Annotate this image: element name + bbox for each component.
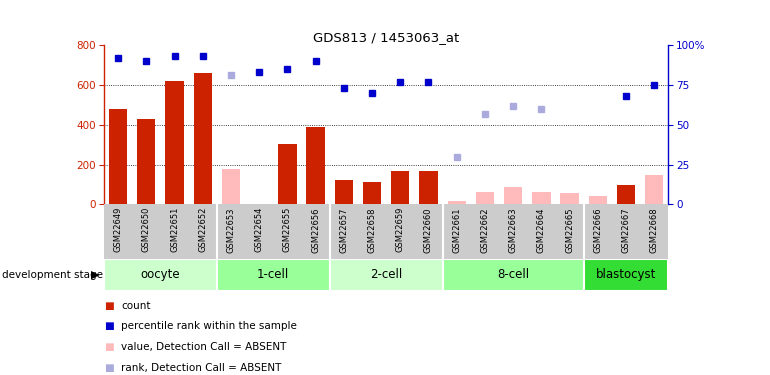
- Bar: [109, 109, 127, 204]
- Text: GSM22667: GSM22667: [621, 207, 631, 253]
- Bar: [193, 73, 212, 204]
- Bar: [532, 192, 551, 204]
- Text: oocyte: oocyte: [141, 268, 180, 281]
- Bar: [137, 119, 156, 204]
- Bar: [645, 176, 664, 204]
- Bar: [504, 188, 522, 204]
- Bar: [561, 194, 579, 204]
- Bar: [447, 201, 466, 204]
- Text: GSM22659: GSM22659: [396, 207, 405, 252]
- Text: count: count: [121, 301, 150, 310]
- Text: 1-cell: 1-cell: [257, 268, 290, 281]
- Text: GSM22649: GSM22649: [113, 207, 122, 252]
- Text: GSM22663: GSM22663: [509, 207, 517, 253]
- Text: value, Detection Call = ABSENT: value, Detection Call = ABSENT: [121, 342, 286, 352]
- Text: percentile rank within the sample: percentile rank within the sample: [121, 321, 296, 331]
- Bar: [584, 259, 668, 291]
- Text: ■: ■: [104, 301, 114, 310]
- Text: GSM22665: GSM22665: [565, 207, 574, 253]
- Text: 2-cell: 2-cell: [370, 268, 402, 281]
- Bar: [278, 144, 296, 204]
- Text: GSM22654: GSM22654: [255, 207, 263, 252]
- Text: GSM22657: GSM22657: [340, 207, 348, 253]
- Bar: [306, 127, 325, 204]
- Text: GSM22668: GSM22668: [650, 207, 659, 253]
- Bar: [330, 259, 443, 291]
- Text: ▶: ▶: [91, 270, 99, 280]
- Text: GSM22650: GSM22650: [142, 207, 151, 252]
- Text: GSM22664: GSM22664: [537, 207, 546, 253]
- Text: ■: ■: [104, 342, 114, 352]
- Bar: [166, 81, 184, 204]
- Bar: [391, 171, 410, 204]
- Text: 8-cell: 8-cell: [497, 268, 529, 281]
- Text: GSM22655: GSM22655: [283, 207, 292, 252]
- Text: GSM22666: GSM22666: [594, 207, 602, 253]
- Text: development stage: development stage: [2, 270, 102, 280]
- Text: GSM22651: GSM22651: [170, 207, 179, 252]
- Text: GSM22660: GSM22660: [424, 207, 433, 253]
- Bar: [335, 180, 353, 204]
- Bar: [617, 186, 635, 204]
- Bar: [104, 259, 217, 291]
- Text: ■: ■: [104, 363, 114, 372]
- Bar: [443, 259, 584, 291]
- Bar: [363, 183, 381, 204]
- Text: GSM22653: GSM22653: [226, 207, 236, 253]
- Bar: [420, 171, 437, 204]
- Text: GSM22658: GSM22658: [367, 207, 377, 253]
- Text: ■: ■: [104, 321, 114, 331]
- Bar: [217, 259, 330, 291]
- Bar: [588, 196, 607, 204]
- Bar: [476, 192, 494, 204]
- Text: GSM22662: GSM22662: [480, 207, 490, 253]
- Text: GSM22661: GSM22661: [452, 207, 461, 253]
- Text: GSM22652: GSM22652: [198, 207, 207, 252]
- Bar: [222, 168, 240, 204]
- Text: blastocyst: blastocyst: [596, 268, 656, 281]
- Text: GSM22656: GSM22656: [311, 207, 320, 253]
- Title: GDS813 / 1453063_at: GDS813 / 1453063_at: [313, 31, 459, 44]
- Text: rank, Detection Call = ABSENT: rank, Detection Call = ABSENT: [121, 363, 281, 372]
